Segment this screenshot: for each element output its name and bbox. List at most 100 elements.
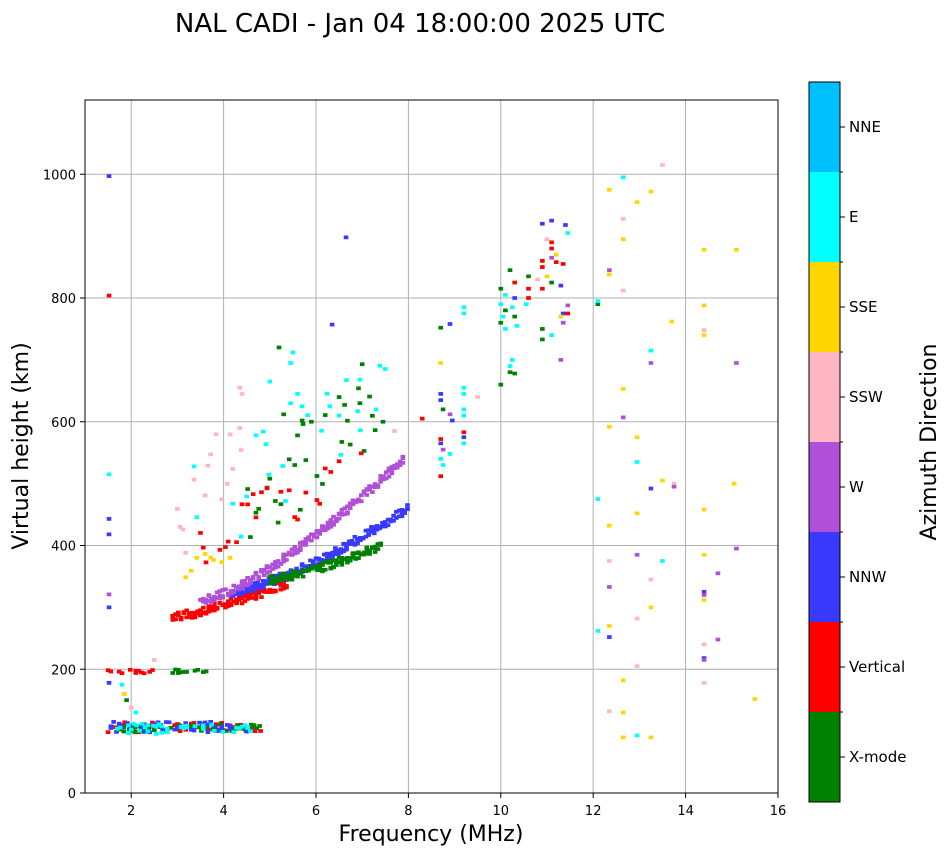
colorbar-swatch (809, 352, 840, 442)
trace-echo (270, 562, 275, 567)
trace-echo (330, 554, 335, 559)
trace-echo (300, 568, 306, 573)
trace-echo (286, 488, 292, 493)
y-axis: 0 200 400 600 800 1000 (43, 168, 85, 802)
trace-echo (134, 723, 140, 728)
trace-echo (278, 573, 284, 578)
echo-mark (106, 605, 112, 610)
trace-echo (245, 724, 250, 729)
trace-echo (212, 604, 217, 609)
trace-echo (188, 727, 194, 732)
trace-echo (399, 514, 405, 519)
echo-mark (648, 348, 654, 353)
echo-mark (106, 174, 112, 178)
trace-echo (300, 543, 306, 547)
trace-echo (289, 547, 295, 552)
echo-mark (523, 302, 529, 307)
y-tick-label: 800 (51, 292, 76, 307)
trace-echo (198, 531, 203, 535)
echo-mark (267, 379, 273, 384)
trace-echo (239, 502, 245, 507)
trace-echo (392, 466, 397, 471)
trace-echo (306, 535, 311, 540)
trace-echo (253, 515, 259, 520)
trace-echo (228, 601, 234, 606)
trace-echo (303, 569, 309, 573)
trace-echo (310, 561, 316, 566)
trace-echo (372, 550, 378, 554)
trace-echo (230, 594, 236, 598)
echo-mark (701, 328, 707, 333)
trace-echo (184, 670, 189, 674)
echo-mark (419, 416, 425, 421)
trace-echo (212, 607, 217, 612)
trace-echo (364, 545, 370, 550)
trace-echo (197, 720, 202, 725)
trace-echo (328, 518, 334, 522)
echo-mark (447, 412, 453, 417)
echo-mark (634, 511, 640, 516)
trace-echo (264, 570, 270, 575)
trace-echo (331, 565, 336, 570)
trace-echo (200, 605, 206, 610)
trace-echo (274, 573, 280, 578)
trace-echo (309, 564, 314, 569)
trace-echo (248, 729, 253, 734)
trace-echo (244, 589, 250, 594)
trace-echo (334, 561, 339, 566)
colorbar-tick-label: W (849, 478, 864, 496)
trace-echo (200, 610, 206, 615)
trace-echo (267, 581, 273, 586)
echo-mark (607, 424, 612, 429)
trace-echo (261, 568, 267, 573)
trace-echo (213, 432, 219, 437)
trace-echo (261, 573, 267, 578)
trace-echo (200, 545, 206, 550)
echo-mark (715, 637, 721, 642)
echo-mark (634, 733, 640, 738)
trace-echo (139, 670, 144, 675)
trace-echo (347, 501, 353, 506)
trace-echo (275, 559, 281, 563)
echo-mark (734, 361, 739, 365)
echo-mark (526, 274, 531, 279)
trace-echo (297, 507, 303, 512)
trace-echo (142, 725, 148, 730)
trace-echo (267, 590, 273, 594)
echo-mark (327, 404, 333, 409)
trace-echo (164, 730, 170, 735)
echo-mark (507, 268, 513, 273)
trace-echo (251, 723, 257, 728)
trace-echo (391, 518, 396, 523)
trace-echo (239, 579, 245, 584)
trace-echo (378, 542, 383, 546)
echo-mark (329, 322, 335, 327)
echo-mark (106, 681, 112, 685)
trace-echo (397, 459, 403, 464)
trace-echo (175, 506, 180, 511)
trace-echo (250, 575, 256, 579)
trace-echo (137, 728, 142, 733)
trace-echo (183, 721, 189, 725)
trace-echo (385, 523, 391, 528)
echo-mark (549, 255, 554, 260)
trace-echo (370, 546, 375, 550)
x-tick-label: 16 (770, 804, 787, 819)
trace-echo (245, 487, 250, 491)
echo-mark (660, 478, 665, 483)
trace-echo (342, 557, 347, 562)
trace-echo (248, 593, 253, 597)
trace-echo (281, 556, 286, 561)
trace-echo (341, 541, 347, 546)
trace-echo (264, 486, 270, 491)
trace-echo (371, 530, 377, 535)
trace-echo (386, 466, 392, 471)
trace-echo (214, 590, 220, 595)
trace-echo (238, 722, 244, 727)
trace-echo (119, 723, 125, 727)
trace-echo (345, 560, 350, 565)
trace-echo (200, 596, 206, 601)
trace-echo (286, 551, 292, 556)
trace-echo (234, 725, 239, 730)
